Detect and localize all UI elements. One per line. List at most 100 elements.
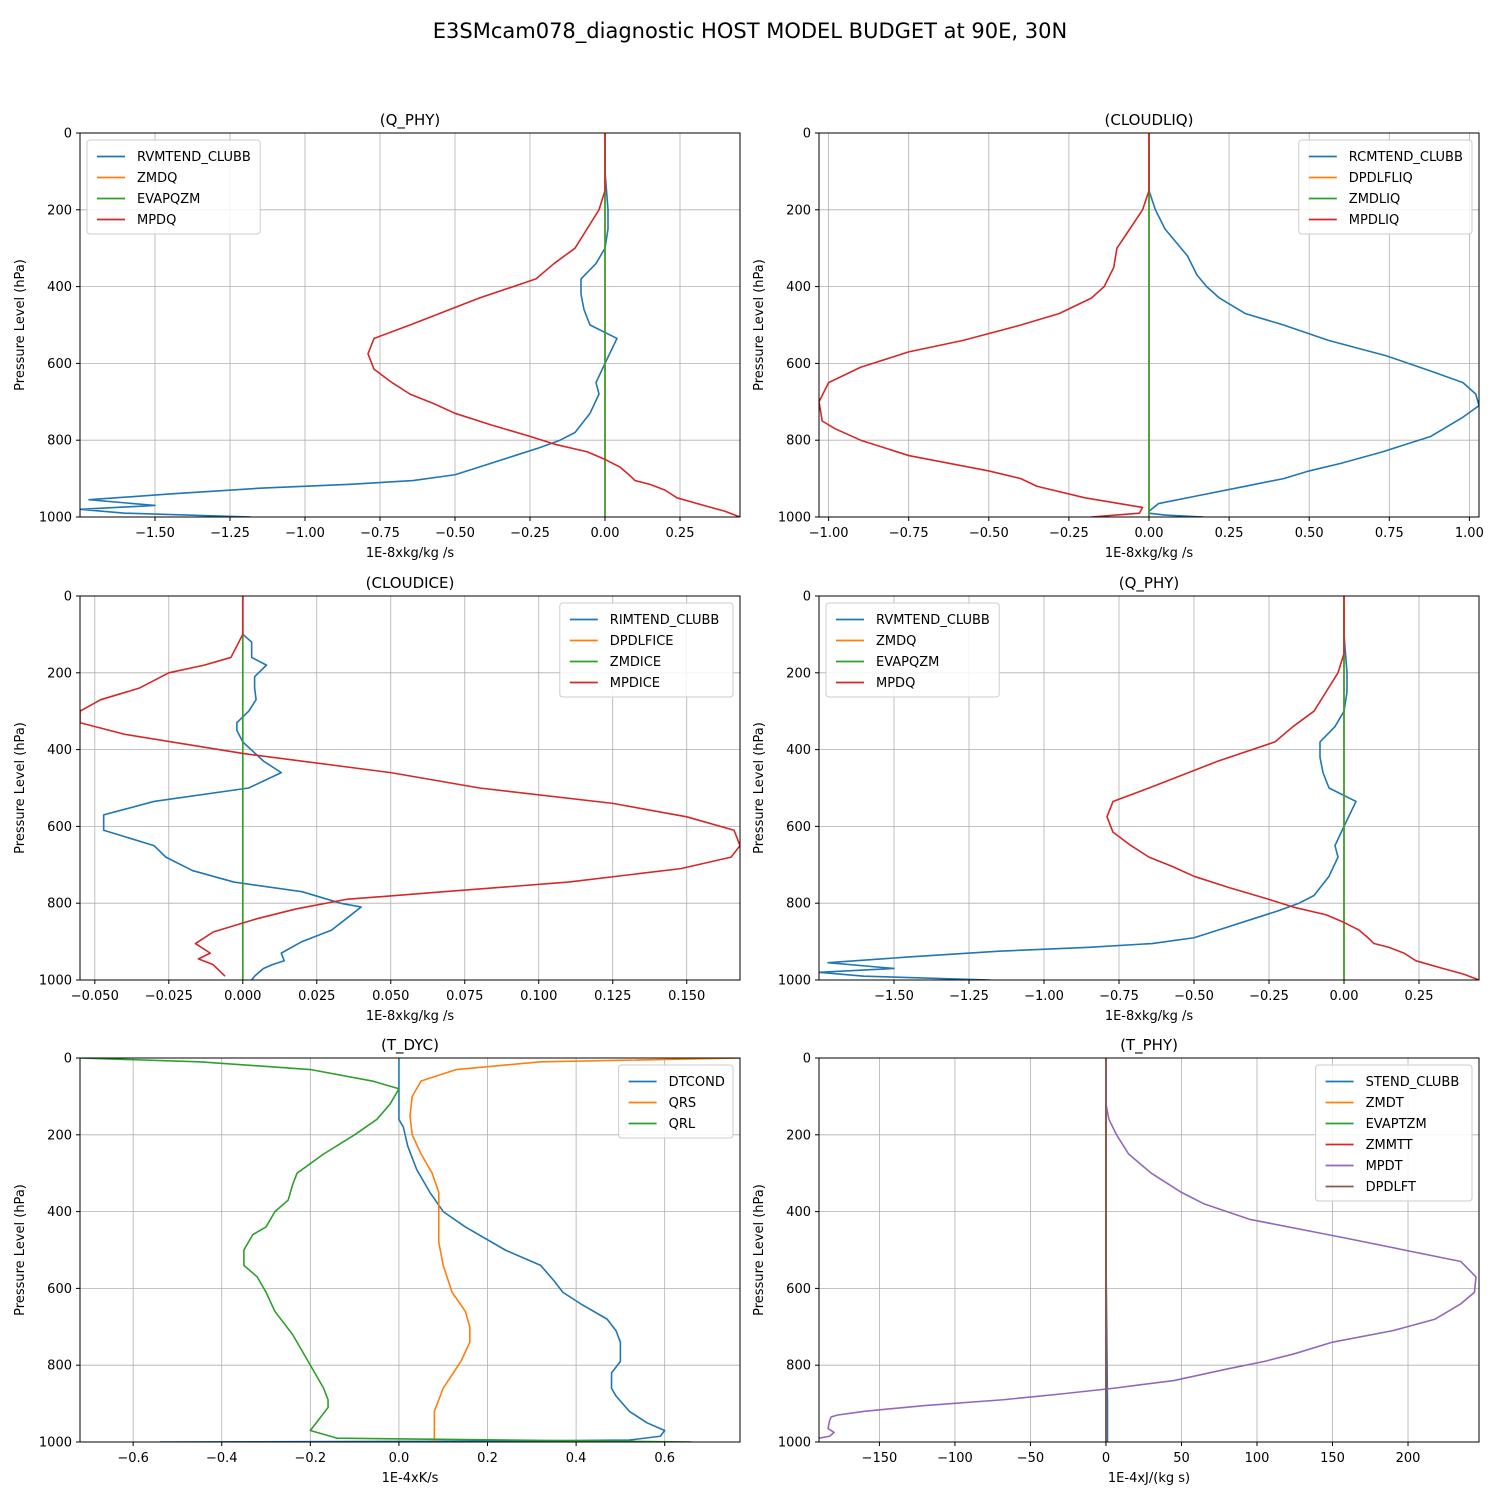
y-tick-label: 800 [47, 434, 72, 449]
x-tick-label: 0.100 [520, 989, 557, 1004]
x-axis-label: 1E-4xJ/(kg s) [1108, 1471, 1190, 1486]
y-tick-label: 800 [47, 897, 72, 912]
legend-entry: DPDLFICE [610, 634, 674, 649]
axes-frame [79, 132, 741, 518]
legend-entry: ZMDLIQ [1349, 192, 1400, 207]
x-tick-label: 0.6 [654, 1451, 675, 1466]
legend-entry: EVAPTZM [1366, 1117, 1427, 1132]
y-tick-label: 0 [64, 127, 72, 142]
y-tick-label: 1000 [39, 511, 72, 526]
y-tick-label: 1000 [39, 974, 72, 989]
y-tick-label: 1000 [778, 511, 811, 526]
legend-entry: DPDLFT [1366, 1180, 1416, 1195]
legend-box [559, 602, 734, 698]
legend-entry: ZMDICE [610, 655, 661, 670]
legend-entry: ZMMTT [1366, 1138, 1413, 1153]
x-tick-label: 150 [1320, 1451, 1345, 1466]
series-line-mpdice [80, 596, 740, 977]
x-axis-label: 1E-4xK/s [382, 1471, 439, 1486]
x-axis-label: 1E-8xkg/kg /s [366, 546, 455, 561]
x-tick-label: 0.075 [446, 989, 483, 1004]
x-tick-label: −1.50 [135, 526, 175, 541]
x-tick-label: −1.50 [874, 989, 914, 1004]
x-tick-label: −1.00 [809, 526, 849, 541]
x-axis-label: 1E-8xkg/kg /s [1105, 546, 1194, 561]
x-tick-label: 0.0 [389, 1451, 410, 1466]
y-tick-label: 400 [786, 280, 811, 295]
x-tick-label: 0.125 [594, 989, 631, 1004]
legend-box [86, 139, 261, 235]
x-tick-label: −0.75 [1099, 989, 1139, 1004]
y-tick-label: 800 [786, 897, 811, 912]
x-tick-label: 100 [1245, 1451, 1270, 1466]
x-tick-label: −1.00 [1024, 989, 1064, 1004]
subplot-title: (CLOUDICE) [366, 574, 455, 592]
subplot-title: (T_DYC) [381, 1036, 439, 1055]
x-tick-label: −0.2 [295, 1451, 327, 1466]
axes-frame [79, 1057, 741, 1443]
y-tick-label: 400 [786, 743, 811, 758]
y-axis-label: Pressure Level (hPa) [752, 722, 767, 854]
x-tick-label: 0.000 [224, 989, 261, 1004]
x-tick-label: −0.6 [117, 1451, 149, 1466]
subplot-5: −0.6 −0.4 −0.2 0.0 0.2 0.4 0.6 0 200 400 600 800 100… [13, 1036, 741, 1486]
axes-frame [818, 595, 1480, 981]
x-tick-label: 0.2 [477, 1451, 498, 1466]
subplot-6: −150 −100 −50 0 50 100 150 200 0 200 400 600 800 1000… [752, 1036, 1480, 1486]
series-lines [819, 133, 1479, 517]
x-tick-label: 0.25 [1215, 526, 1244, 541]
legend: RCMTEND_CLUBB DPDLFLIQ ZMDLIQ MPDLIQ [1298, 139, 1473, 235]
x-tick-label: 0.50 [1295, 526, 1324, 541]
x-tick-label: −0.50 [969, 526, 1009, 541]
x-tick-label: 0.00 [1135, 526, 1164, 541]
legend-entry: DTCOND [669, 1075, 725, 1090]
y-tick-label: 800 [47, 1359, 72, 1374]
series-line-rcmtend-clubb [1148, 133, 1479, 517]
series-line-dtcond [159, 1058, 666, 1442]
axes-frame [79, 595, 741, 981]
y-tick-label: 800 [786, 1359, 811, 1374]
y-tick-label: 600 [47, 1282, 72, 1297]
x-tick-label: −0.050 [71, 989, 119, 1004]
x-tick-label: −0.75 [889, 526, 929, 541]
legend-entry: EVAPQZM [876, 655, 939, 670]
y-tick-label: 200 [47, 666, 72, 681]
y-tick-label: 1000 [39, 1436, 72, 1451]
x-tick-label: 0.25 [1405, 989, 1434, 1004]
series-lines [80, 596, 740, 980]
x-tick-label: −1.00 [285, 526, 325, 541]
x-axis-label: 1E-8xkg/kg /s [366, 1009, 455, 1024]
x-tick-label: −0.50 [1174, 989, 1214, 1004]
subplot-2: −1.00 −0.75 −0.50 −0.25 0.00 0.25 0.50 0.75 1.00… [752, 111, 1484, 561]
y-tick-label: 0 [64, 590, 72, 605]
x-tick-label: 0.00 [591, 526, 620, 541]
series-line-mpdt [819, 1058, 1477, 1439]
y-tick-label: 400 [47, 280, 72, 295]
legend-entry: MPDT [1366, 1159, 1403, 1174]
series-line-qrs [409, 1058, 740, 1442]
x-tick-label: 0.025 [298, 989, 335, 1004]
y-axis-label: Pressure Level (hPa) [13, 1184, 28, 1316]
x-tick-label: −50 [1017, 1451, 1044, 1466]
legend-entry: QRS [669, 1096, 697, 1111]
x-tick-label: −1.25 [949, 989, 989, 1004]
legend: STEND_CLUBB ZMDT EVAPTZM ZMMTT MPDT DPDLFT [1315, 1064, 1473, 1202]
x-tick-label: −0.25 [510, 526, 550, 541]
y-tick-label: 1000 [778, 1436, 811, 1451]
legend-entry: EVAPQZM [137, 192, 200, 207]
subplot-grid: −1.50 −1.25 −1.00 −0.75 −0.50 −0.25 0.00 0.2502… [13, 111, 1484, 1486]
series-line-mpdliq [819, 133, 1150, 517]
y-tick-label: 600 [786, 1282, 811, 1297]
x-tick-label: −0.75 [360, 526, 400, 541]
x-tick-label: −0.25 [1049, 526, 1089, 541]
subplot-title: (Q_PHY) [380, 111, 441, 130]
axes-frame [818, 1057, 1480, 1443]
x-tick-label: 0.25 [666, 526, 695, 541]
y-axis-label: Pressure Level (hPa) [13, 722, 28, 854]
series-line-rimtend-clubb [102, 596, 362, 980]
legend-entry: ZMDQ [137, 171, 177, 186]
x-tick-label: −100 [937, 1451, 973, 1466]
x-tick-label: 0.050 [372, 989, 409, 1004]
y-tick-label: 200 [47, 1128, 72, 1143]
